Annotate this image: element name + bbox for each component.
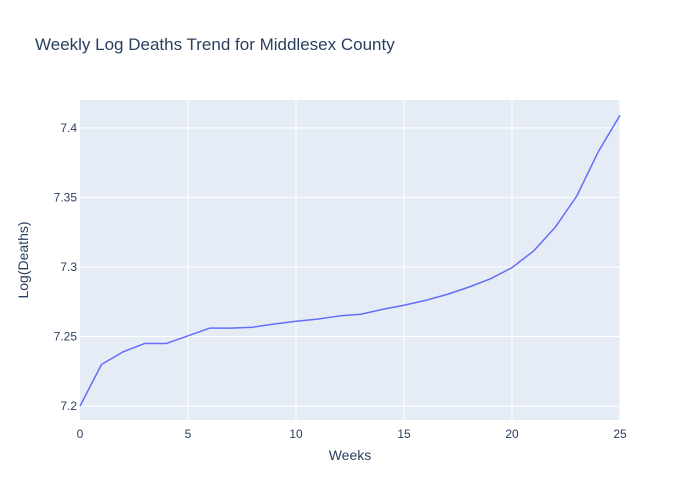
x-axis-title: Weeks — [329, 447, 372, 463]
chart-title: Weekly Log Deaths Trend for Middlesex Co… — [35, 35, 395, 54]
x-tick-label: 5 — [185, 427, 192, 441]
y-tick-label: 7.3 — [60, 260, 77, 274]
series-group — [79, 114, 621, 407]
plot-background — [80, 100, 620, 420]
y-axis-ticks: 7.2 7.25 7.3 7.35 7.4 — [54, 121, 78, 413]
x-tick-label: 0 — [77, 427, 84, 441]
x-tick-label: 25 — [613, 427, 627, 441]
grid-lines — [80, 100, 621, 420]
x-tick-label: 15 — [397, 427, 411, 441]
x-tick-label: 20 — [505, 427, 519, 441]
x-tick-label: 10 — [289, 427, 303, 441]
x-axis-ticks: 0 5 10 15 20 25 — [77, 427, 627, 441]
y-axis-title: Log(Deaths) — [15, 221, 31, 298]
y-tick-label: 7.25 — [54, 330, 78, 344]
y-tick-label: 7.4 — [60, 121, 77, 135]
y-tick-label: 7.35 — [54, 190, 78, 204]
y-tick-label: 7.2 — [60, 399, 77, 413]
series-line — [79, 114, 621, 407]
